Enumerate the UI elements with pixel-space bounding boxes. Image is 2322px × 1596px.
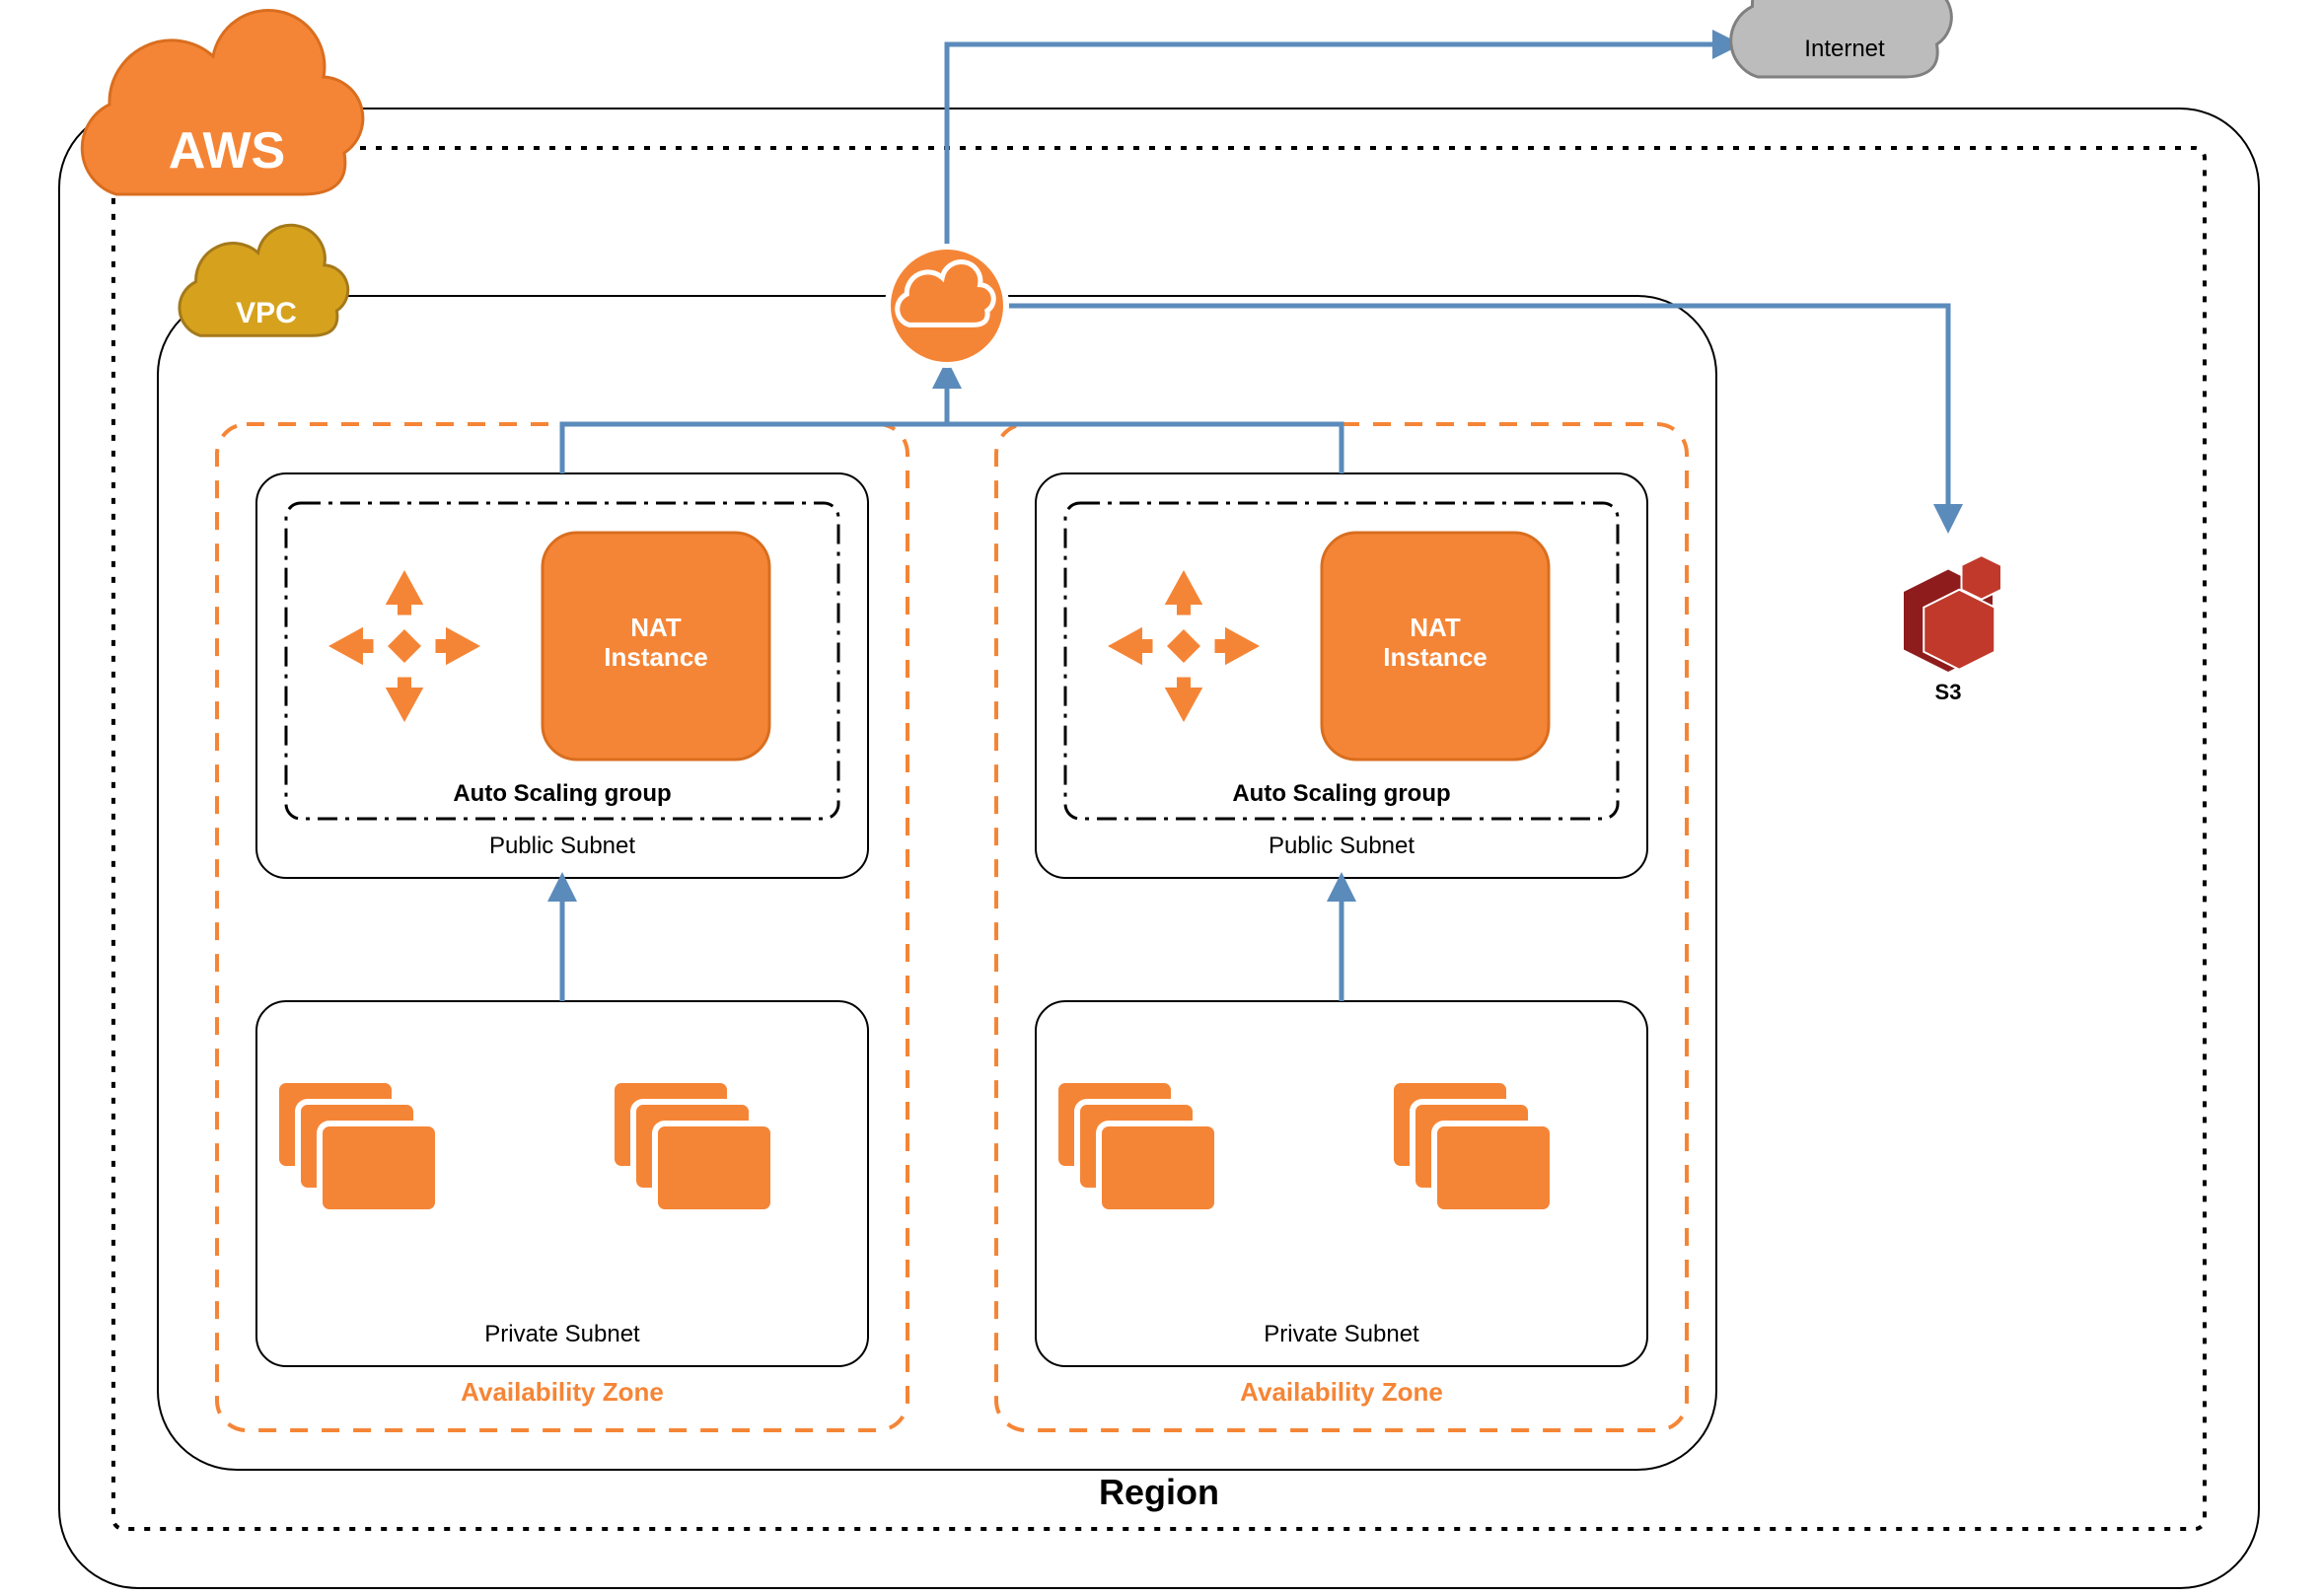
internet-gateway-icon xyxy=(888,247,1006,365)
availability-zone-label: Availability Zone xyxy=(461,1377,664,1407)
architecture-diagram: Region Availability Zone Availability Zone… xyxy=(0,0,2322,1596)
igw-to-internet-arrow xyxy=(947,44,1736,247)
aws-label: AWS xyxy=(169,122,285,180)
vpc-label: VPC xyxy=(236,297,297,329)
auto-scaling-group-label: Auto Scaling group xyxy=(1232,780,1450,807)
nat-instance-label: NAT xyxy=(630,613,682,642)
nat-instance-label: Instance xyxy=(604,642,708,672)
s3-label: S3 xyxy=(1935,680,1962,704)
public-subnet-label: Public Subnet xyxy=(1269,833,1415,859)
s3-icon xyxy=(1904,555,2001,672)
private-subnet-label: Private Subnet xyxy=(484,1321,640,1347)
internet-label: Internet xyxy=(1804,36,1885,62)
nat-instance-label: NAT xyxy=(1410,613,1461,642)
auto-scaling-group-label: Auto Scaling group xyxy=(453,780,671,807)
region-label: Region xyxy=(1099,1472,1219,1512)
private-subnet-label: Private Subnet xyxy=(1264,1321,1419,1347)
pub1-to-igw-arrow xyxy=(562,365,947,473)
nat-instance-label: Instance xyxy=(1383,642,1488,672)
pub2-to-igw-arrow xyxy=(947,365,1342,473)
availability-zone-label: Availability Zone xyxy=(1240,1377,1443,1407)
public-subnet-label: Public Subnet xyxy=(489,833,635,859)
